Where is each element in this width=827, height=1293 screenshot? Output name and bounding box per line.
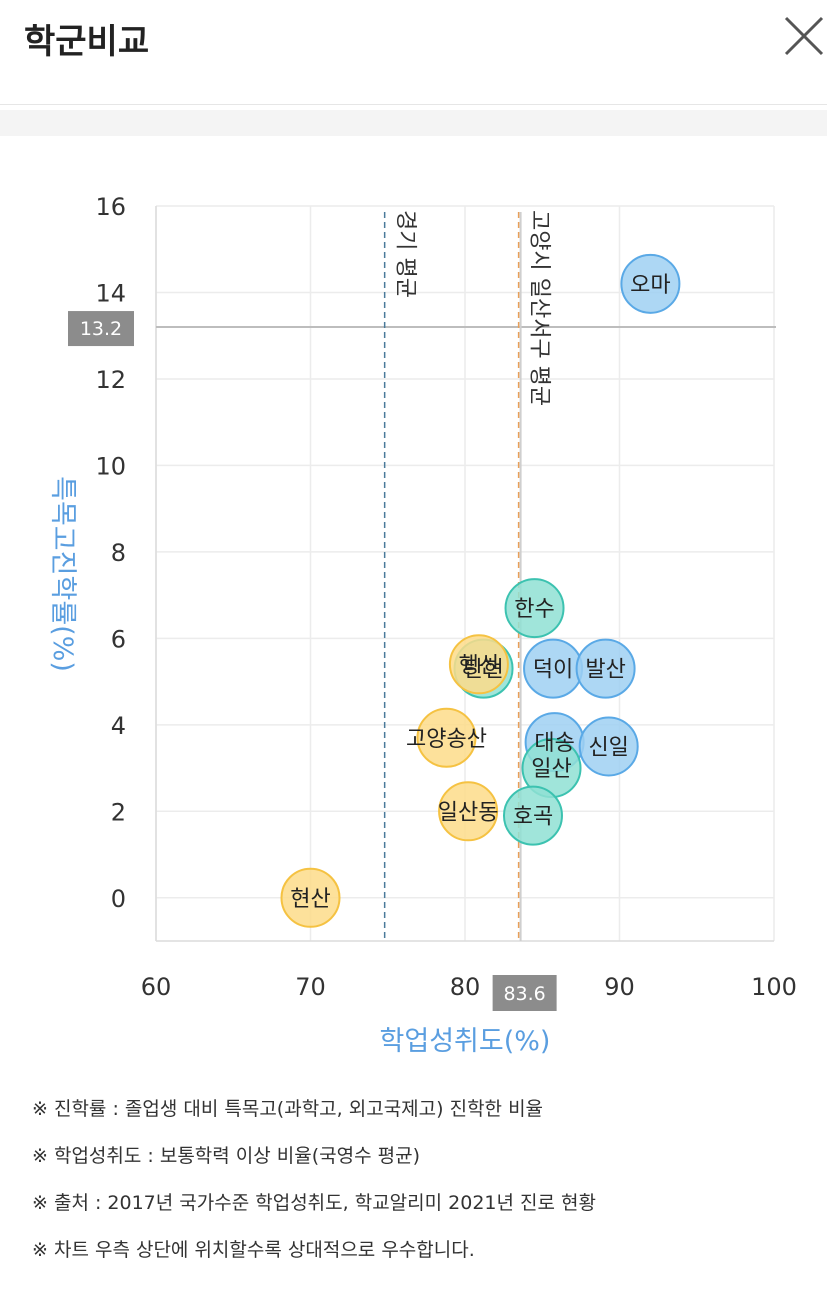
x-tick-label: 60	[141, 973, 172, 1001]
data-point	[504, 578, 565, 639]
y-tick-label: 12	[95, 366, 126, 394]
chart-notes: ※ 진학률 : 졸업생 대비 특목고(과학고, 외고국제고) 진학한 비율 ※ …	[32, 1094, 596, 1282]
header-divider	[0, 104, 827, 105]
close-icon	[784, 16, 824, 56]
modal-title: 학군비교	[24, 22, 150, 62]
x-ref-value: 83.6	[503, 983, 545, 1005]
gray-band	[0, 110, 827, 136]
y-tick-label: 14	[95, 279, 126, 307]
data-point	[280, 867, 341, 928]
reference-lines: 경기 평균 고양시 일산서구 평균 13.2 83.6	[68, 210, 776, 1011]
state-avg-label: 경기 평균	[393, 210, 418, 298]
close-button[interactable]	[782, 14, 826, 58]
data-point-label: 대송	[534, 731, 574, 756]
data-point	[416, 707, 477, 768]
note-item: ※ 차트 우측 상단에 위치할수록 상대적으로 우수합니다.	[32, 1239, 475, 1261]
axes: 학업성취도(%) 특목고진학률(%) 60 70 80 90 100 0 2 4 6 8 10 12 1…	[47, 193, 797, 1057]
note-item: ※ 진학률 : 졸업생 대비 특목고(과학고, 외고국제고) 진학한 비율	[32, 1098, 544, 1120]
y-tick-label: 2	[111, 798, 126, 826]
data-point-label: 탄현	[463, 658, 503, 683]
y-tick-label: 4	[111, 712, 126, 740]
y-tick-label: 0	[111, 885, 126, 913]
modal-header: 학군비교	[0, 0, 827, 104]
data-point-label: 고양송산	[406, 727, 487, 752]
data-point	[502, 785, 563, 846]
x-tick-label: 90	[604, 973, 635, 1001]
y-ref-box	[68, 311, 134, 347]
y-tick-label: 6	[111, 625, 126, 653]
x-tick-label: 80	[450, 973, 481, 1001]
data-point-label: 한수	[514, 597, 554, 622]
data-point-label: 일산	[531, 757, 571, 782]
y-axis-label: 특목고진학률(%)	[47, 476, 78, 672]
note-item: ※ 출처 : 2017년 국가수준 학업성취도, 학교알리미 2021년 진로 …	[32, 1192, 596, 1214]
data-point-label: 호곡	[513, 805, 553, 830]
data-point-label: 일산동	[438, 800, 499, 825]
x-axis-label: 학업성취도(%)	[380, 1026, 551, 1057]
note-item: ※ 학업성취도 : 보통학력 이상 비율(국영수 평균)	[32, 1145, 421, 1167]
data-point-label: 현산	[290, 887, 330, 912]
y-ref-value: 13.2	[80, 318, 122, 340]
data-point	[578, 716, 639, 777]
x-ref-box	[492, 975, 557, 1011]
x-tick-label: 70	[295, 973, 326, 1001]
data-point-label: 오마	[630, 273, 670, 298]
data-point	[448, 634, 509, 695]
y-tick-label: 16	[95, 193, 126, 221]
data-point	[575, 638, 636, 699]
x-tick-label: 100	[751, 973, 797, 1001]
data-point-label: 발산	[585, 658, 625, 683]
data-point	[620, 253, 681, 314]
grid	[155, 205, 775, 942]
data-point-label: 신일	[588, 735, 628, 760]
y-tick-label: 10	[95, 452, 126, 480]
district-avg-label: 고양시 일산서구 평균	[527, 210, 552, 406]
y-tick-label: 8	[111, 539, 126, 567]
data-point	[438, 781, 499, 842]
data-point-label: 행신	[459, 653, 499, 678]
data-point-label: 덕이	[533, 658, 573, 683]
